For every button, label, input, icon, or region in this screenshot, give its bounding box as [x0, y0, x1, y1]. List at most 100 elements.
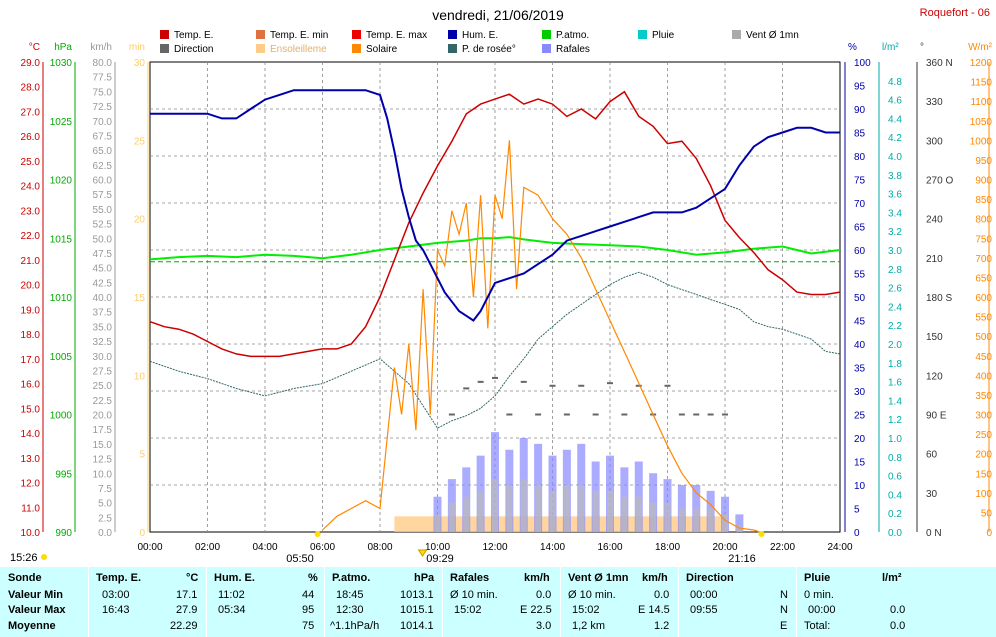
bar-vent-mn	[535, 485, 542, 532]
bar-vent-mn	[506, 485, 513, 532]
row-max-hum-val: 95	[302, 604, 315, 616]
x-tick-label: 14:00	[540, 542, 565, 553]
y-tick-label: 0.8	[888, 453, 902, 464]
y-tick-label: 800	[975, 215, 992, 226]
row-avg-temp-val: 22.29	[170, 620, 198, 632]
x-tick-label: 22:00	[770, 542, 795, 553]
y-tick-label: 250	[975, 430, 992, 441]
y-axis-unit-%: %	[848, 42, 857, 53]
row-min-raf-time: Ø 10 min.	[450, 589, 498, 601]
y-tick-label: 13.0	[21, 454, 41, 465]
legend-label: Ensoleilleme	[270, 44, 327, 55]
row-min-label: Valeur Min	[8, 589, 64, 601]
y-tick-label: 35.0	[93, 322, 113, 333]
y-tick-label: 3.2	[888, 227, 902, 238]
y-tick-label: 100	[854, 58, 871, 69]
direction-point	[563, 413, 570, 416]
row-avg-dir-val: E	[780, 620, 788, 632]
legend-label: Solaire	[366, 44, 398, 55]
legend-label: Vent Ø 1mn	[746, 30, 799, 41]
legend-swatch	[256, 44, 265, 53]
series-line-p-atmo-	[149, 236, 841, 261]
y-tick-label: 0.0	[888, 528, 902, 539]
direction-point	[463, 387, 470, 390]
y-tick-label: 45	[854, 317, 866, 328]
row-avg-pluie-val: 0.0	[890, 620, 906, 632]
y-tick-label: 10	[854, 481, 866, 492]
y-tick-label: 17.5	[93, 425, 113, 436]
hdr-hum-unit: %	[308, 572, 318, 584]
y-tick-label: 950	[975, 156, 992, 167]
y-tick-label: 25.0	[93, 381, 113, 392]
row-avg-raf-val: 3.0	[536, 620, 552, 632]
x-tick-label: 02:00	[195, 542, 220, 553]
direction-point	[693, 413, 700, 416]
direction-point	[520, 380, 527, 383]
bar-vent-mn	[607, 490, 613, 532]
y-tick-label: 10.0	[93, 469, 113, 480]
legend-swatch	[448, 30, 457, 39]
series-line-hum-e-	[150, 89, 840, 322]
y-tick-label: 24.0	[21, 182, 41, 193]
y-tick-label: 1005	[50, 352, 73, 363]
legend-label: Rafales	[556, 44, 590, 55]
y-tick-label: 210	[926, 254, 943, 265]
y-tick-label: 3.0	[888, 246, 902, 257]
y-tick-label: 23.0	[21, 206, 41, 217]
y-tick-label: 5	[139, 450, 145, 461]
y-tick-label: 50	[854, 293, 866, 304]
y-tick-label: 1.6	[888, 378, 902, 389]
y-tick-label: 3.8	[888, 171, 902, 182]
row-min-vent-val: 0.0	[654, 589, 670, 601]
y-tick-label: 2.6	[888, 284, 902, 295]
row-max-temp-val: 27.9	[176, 604, 198, 616]
hdr-temp-unit: °C	[186, 572, 199, 584]
row-avg-patm-time: ^1.1hPa/h	[330, 620, 380, 632]
sunset-icon	[758, 531, 765, 537]
y-tick-label: 12.5	[93, 455, 113, 466]
legend-label: P. de rosée°	[462, 44, 516, 55]
y-tick-label: 4.2	[888, 133, 902, 144]
solar-noon-label: 09:29	[426, 553, 454, 565]
legend-label: Temp. E. max	[366, 30, 427, 41]
direction-point	[578, 384, 585, 387]
row-max-vent-val: E 14.5	[638, 604, 670, 616]
hdr-patm-unit: hPa	[414, 572, 435, 584]
y-tick-label: 1150	[970, 78, 992, 89]
y-tick-label: 20	[854, 434, 866, 445]
bar-vent-mn	[492, 479, 498, 532]
x-tick-label: 08:00	[367, 542, 392, 553]
series-line-solaire	[322, 140, 760, 533]
row-max-hum-time: 05:34	[218, 604, 246, 616]
y-tick-label: 15	[134, 293, 146, 304]
weather-chart: vendredi, 21/06/2019 Roquefort - 06 00:00 0…	[10, 7, 993, 565]
y-tick-label: 35	[854, 364, 866, 375]
y-tick-label: 57.5	[93, 190, 113, 201]
y-tick-label: 2.0	[888, 340, 902, 351]
y-tick-label: 3.4	[888, 208, 902, 219]
y-tick-label: 240	[926, 215, 943, 226]
y-axis-unit-°C: °C	[29, 42, 40, 53]
y-tick-label: 15	[854, 458, 866, 469]
y-tick-label: 60	[926, 450, 938, 461]
y-axis-unit-km/h: km/h	[90, 42, 112, 53]
row-min-temp-time: 03:00	[102, 589, 130, 601]
y-tick-label: 750	[975, 234, 992, 245]
sun-marker-icon	[41, 554, 47, 560]
y-tick-label: 10	[134, 371, 146, 382]
y-tick-label: 62.5	[93, 161, 113, 172]
bar-vent-mn	[578, 485, 585, 532]
y-tick-label: 0.6	[888, 472, 902, 483]
row-avg-vent-val: 1.2	[654, 620, 670, 632]
y-tick-label: 5	[854, 505, 860, 516]
x-tick-label: 18:00	[655, 542, 680, 553]
y-tick-label: 330	[926, 97, 943, 108]
row-max-pluie-time: 00:00	[808, 604, 836, 616]
y-axis-unit-hPa: hPa	[54, 42, 72, 53]
y-tick-label: 300	[926, 136, 943, 147]
direction-point	[678, 413, 685, 416]
y-tick-label: 50.0	[93, 234, 113, 245]
y-tick-label: 75.0	[93, 87, 113, 98]
x-tick-label: 10:00	[425, 542, 450, 553]
row-min-vent-time: Ø 10 min.	[568, 589, 616, 601]
